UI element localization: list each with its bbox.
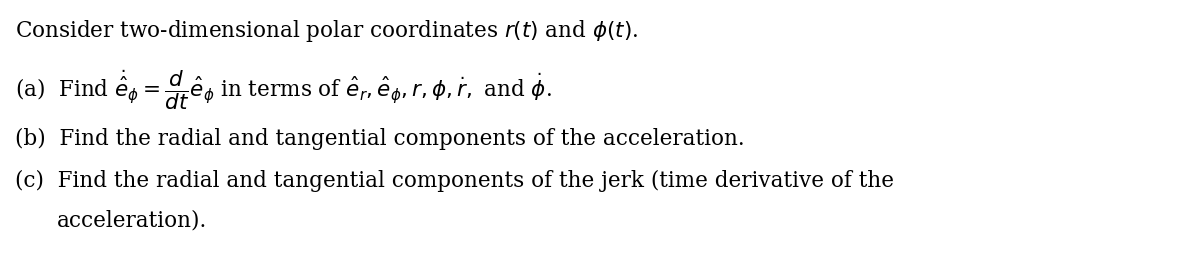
Text: Consider two-dimensional polar coordinates $r(t)$ and $\phi(t)$.: Consider two-dimensional polar coordinat…: [14, 18, 638, 44]
Text: acceleration).: acceleration).: [58, 210, 208, 232]
Text: (a)  Find $\dot{\hat{e}}_\phi = \dfrac{d}{dt}\hat{e}_\phi$ in terms of $\hat{e}_: (a) Find $\dot{\hat{e}}_\phi = \dfrac{d}…: [14, 68, 552, 112]
Text: (c)  Find the radial and tangential components of the jerk (time derivative of t: (c) Find the radial and tangential compo…: [14, 170, 894, 192]
Text: (b)  Find the radial and tangential components of the acceleration.: (b) Find the radial and tangential compo…: [14, 128, 745, 150]
